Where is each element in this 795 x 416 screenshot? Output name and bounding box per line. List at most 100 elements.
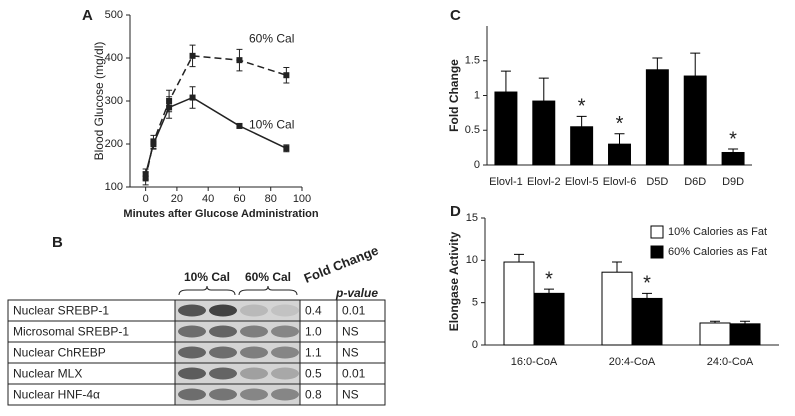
legend-swatch <box>650 245 664 259</box>
blot-band <box>240 388 268 401</box>
column-header: 60% Cal <box>245 270 291 284</box>
fold-change: 1.0 <box>305 325 322 339</box>
x-tick-label: 40 <box>202 193 214 205</box>
error-bar <box>514 253 524 263</box>
p-value: 0.01 <box>342 304 366 318</box>
series-label: 60% Cal <box>249 31 294 45</box>
significance-mark: * <box>643 273 651 295</box>
blot-band <box>271 325 299 338</box>
error-bar <box>740 320 750 324</box>
blot-band <box>178 346 206 359</box>
significance-mark: * <box>616 113 624 135</box>
marker <box>236 57 243 64</box>
table-cell <box>336 383 386 406</box>
marker <box>189 52 196 59</box>
marker <box>283 72 290 79</box>
legend-label: 10% Calories as Fat <box>668 226 767 238</box>
column-header: Fold Change <box>302 243 381 286</box>
y-tick-label: 0 <box>472 339 478 351</box>
y-tick-label: 0 <box>474 159 480 171</box>
fold-change: 0.4 <box>305 304 322 318</box>
significance-mark: * <box>578 96 586 118</box>
x-axis-label: Minutes after Glucose Administration <box>123 208 318 220</box>
blot-band <box>209 367 237 380</box>
x-tick-label: 16:0-CoA <box>511 356 558 368</box>
x-tick-label: Elovl-2 <box>527 176 561 188</box>
p-value: 0.01 <box>342 367 366 381</box>
blot-band <box>209 325 237 338</box>
fold-change: 1.1 <box>305 346 322 360</box>
bar <box>699 322 731 346</box>
error-bar <box>728 148 739 153</box>
y-tick-label: 300 <box>105 95 123 107</box>
blot-band <box>271 304 299 317</box>
series-line <box>144 55 287 179</box>
y-tick-label: 100 <box>105 181 123 193</box>
marker <box>236 122 243 129</box>
x-tick-label: 0 <box>143 193 149 205</box>
x-tick-label: D5D <box>646 176 668 188</box>
bar <box>608 143 631 166</box>
x-tick-label: Elovl-6 <box>603 176 637 188</box>
error-bar <box>690 52 701 77</box>
error-bar <box>544 288 554 294</box>
bar <box>494 91 518 166</box>
error-bar <box>642 292 652 299</box>
bar <box>533 292 565 346</box>
bar <box>570 126 594 166</box>
bar <box>532 100 556 166</box>
blot-band <box>271 367 299 380</box>
x-tick-label: D6D <box>684 176 706 188</box>
marker <box>150 141 157 147</box>
bar <box>721 151 745 166</box>
x-tick-label: 80 <box>265 193 277 205</box>
p-value: NS <box>342 346 359 360</box>
legend-swatch <box>650 225 664 239</box>
blot-band <box>271 388 299 401</box>
p-value: NS <box>342 325 359 339</box>
blot-band <box>240 325 268 338</box>
y-axis-label: Blood Glucose (mg/dl) <box>92 42 106 161</box>
x-tick-label: 20 <box>171 193 183 205</box>
error-bar <box>710 320 720 323</box>
y-tick-label: 10 <box>466 254 478 266</box>
y-axis-label: Fold Change <box>447 59 461 132</box>
blot-band <box>271 346 299 359</box>
blot-band <box>209 304 237 317</box>
x-tick-label: 60 <box>233 193 245 205</box>
x-tick-label: 24:0-CoA <box>707 356 754 368</box>
p-value: NS <box>342 388 359 402</box>
fold-change: 0.8 <box>305 388 322 402</box>
blot-band <box>209 346 237 359</box>
y-tick-label: 500 <box>105 9 123 21</box>
bar <box>683 75 707 166</box>
series-label: 10% Cal <box>249 117 294 131</box>
y-tick-label: 0.5 <box>465 124 480 136</box>
x-tick-label: 20:4-CoA <box>609 356 656 368</box>
marker <box>166 104 173 111</box>
bar <box>503 261 535 346</box>
error-bar <box>538 77 549 102</box>
bar <box>601 271 633 346</box>
column-header: 10% Cal <box>184 270 230 284</box>
marker <box>142 171 149 178</box>
blot-band <box>209 388 237 401</box>
panel-letter: A <box>82 7 93 24</box>
bar <box>645 69 669 166</box>
bar <box>729 323 761 346</box>
y-tick-label: 15 <box>466 212 478 224</box>
blot-band <box>178 367 206 380</box>
y-tick-label: 400 <box>105 52 123 64</box>
y-tick-label: 1 <box>474 89 480 101</box>
significance-mark: * <box>545 268 553 290</box>
error-bar <box>652 57 663 70</box>
row-label: Nuclear SREBP-1 <box>13 304 109 318</box>
legend-label: 60% Calories as Fat <box>668 246 767 258</box>
significance-mark: * <box>729 128 737 150</box>
x-tick-label: Elovl-5 <box>565 176 599 188</box>
blot-band <box>240 304 268 317</box>
error-bar <box>500 70 511 93</box>
column-header: p-value <box>335 286 378 300</box>
marker <box>189 94 196 101</box>
